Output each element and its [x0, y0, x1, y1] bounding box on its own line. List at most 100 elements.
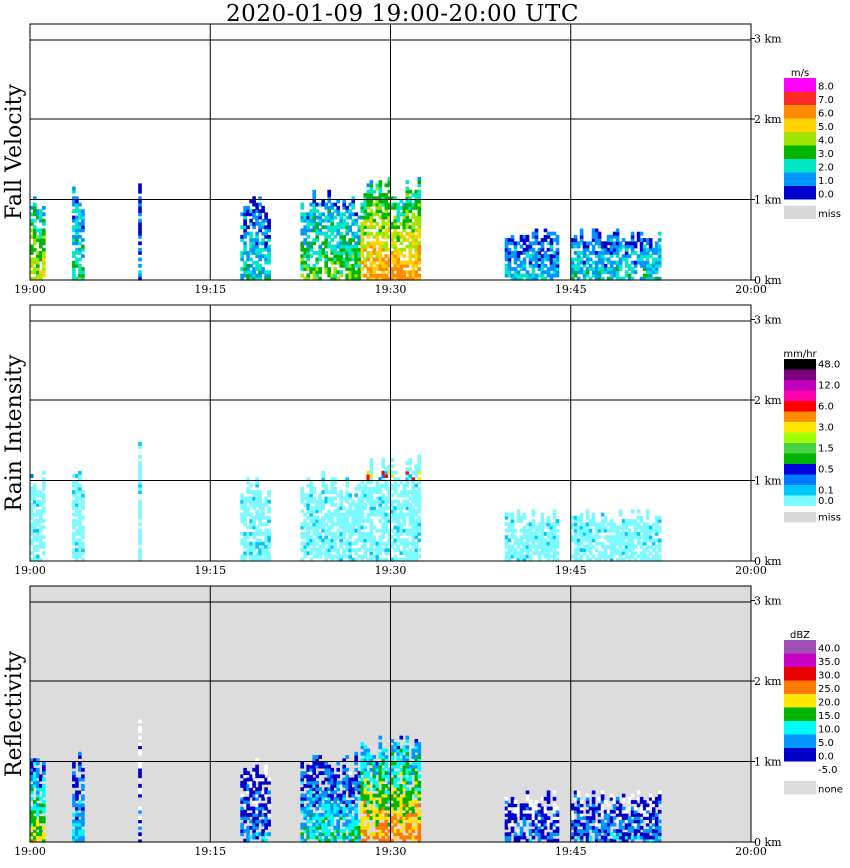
echo-cell: [411, 835, 416, 840]
echo-cell: [342, 202, 347, 207]
echo-cell: [411, 231, 416, 236]
echo-cell: [591, 803, 596, 808]
echo-cell: [606, 522, 611, 527]
echo-cell: [318, 554, 323, 559]
echo-cell: [540, 238, 545, 242]
echo-cell: [249, 525, 253, 530]
echo-cell: [654, 813, 659, 817]
echo-cell: [534, 535, 539, 540]
echo-cell: [390, 515, 395, 520]
echo-cell: [33, 838, 37, 843]
echo-cell: [318, 215, 323, 220]
echo-cell: [384, 548, 389, 552]
echo-cell: [555, 829, 560, 833]
echo-cell: [30, 551, 34, 556]
echo-cell: [309, 541, 314, 546]
echo-cell: [510, 515, 515, 520]
echo-cell: [606, 819, 611, 824]
echo-cell: [540, 254, 545, 259]
echo-cell: [582, 832, 587, 837]
echo-cell: [348, 819, 353, 824]
echo-cell: [609, 809, 614, 814]
echo-cell: [336, 825, 341, 830]
echo-cell: [351, 509, 356, 514]
echo-cell: [414, 528, 419, 533]
echo-cell: [378, 742, 383, 747]
echo-cell: [609, 247, 614, 252]
echo-cell: [306, 244, 311, 249]
echo-cell: [396, 506, 401, 511]
echo-cell: [72, 764, 76, 769]
echo-cell: [333, 512, 338, 517]
echo-cell: [81, 777, 85, 782]
echo-cell: [591, 800, 596, 804]
echo-cell: [318, 771, 323, 776]
echo-cell: [510, 273, 515, 278]
echo-cell: [72, 490, 76, 495]
echo-cell: [354, 548, 359, 552]
echo-cell: [267, 499, 271, 504]
echo-cell: [585, 241, 590, 246]
echo-cell: [339, 212, 344, 217]
echo-cell: [405, 551, 410, 556]
echo-cell: [354, 222, 359, 226]
echo-cell: [246, 209, 250, 214]
echo-cell: [300, 771, 305, 776]
echo-cell: [330, 771, 335, 776]
echo-cell: [306, 225, 311, 230]
echo-cell: [645, 257, 650, 262]
echo-cell: [390, 234, 395, 239]
echo-cell: [336, 276, 341, 281]
echo-cell: [36, 548, 40, 552]
echo-cell: [33, 519, 37, 523]
echo-cell: [30, 244, 34, 249]
echo-cell: [615, 244, 620, 249]
echo-cell: [75, 238, 79, 242]
echo-cell: [585, 532, 590, 536]
echo-cell: [72, 796, 76, 801]
echo-cell: [138, 541, 142, 546]
echo-cell: [636, 822, 641, 827]
echo-cell: [618, 535, 623, 540]
echo-cell: [633, 813, 638, 817]
echo-cell: [339, 244, 344, 249]
echo-cell: [72, 267, 76, 271]
echo-cell: [255, 260, 259, 265]
echo-cell: [600, 241, 605, 246]
echo-cell: [519, 276, 524, 281]
echo-cell: [138, 222, 142, 226]
echo-cell: [138, 742, 142, 747]
echo-cell: [624, 251, 629, 255]
echo-cell: [387, 470, 392, 475]
echo-cell: [369, 202, 374, 207]
echo-cell: [312, 796, 317, 801]
echo-cell: [570, 554, 575, 559]
echo-cell: [138, 464, 142, 469]
echo-cell: [576, 809, 581, 814]
echo-cell: [369, 528, 374, 533]
echo-cell: [321, 212, 326, 217]
echo-cell: [381, 535, 386, 540]
echo-cell: [318, 813, 323, 817]
echo-cell: [246, 777, 250, 782]
echo-cell: [585, 515, 590, 520]
echo-cell: [363, 793, 368, 798]
echo-cell: [360, 554, 365, 559]
echo-cell: [261, 209, 265, 214]
echo-cell: [642, 541, 647, 546]
echo-cell: [306, 796, 311, 801]
echo-cell: [321, 838, 326, 843]
echo-cell: [324, 538, 329, 543]
echo-cell: [240, 784, 244, 788]
echo-cell: [351, 519, 356, 523]
echo-cell: [390, 202, 395, 207]
echo-cell: [546, 819, 551, 824]
echo-cell: [573, 263, 578, 268]
echo-cell: [267, 515, 271, 520]
echo-cell: [258, 541, 262, 546]
echo-cell: [366, 490, 371, 495]
echo-cell: [324, 532, 329, 536]
echo-cell: [369, 273, 374, 278]
echo-cell: [387, 835, 392, 840]
echo-cell: [312, 499, 317, 504]
